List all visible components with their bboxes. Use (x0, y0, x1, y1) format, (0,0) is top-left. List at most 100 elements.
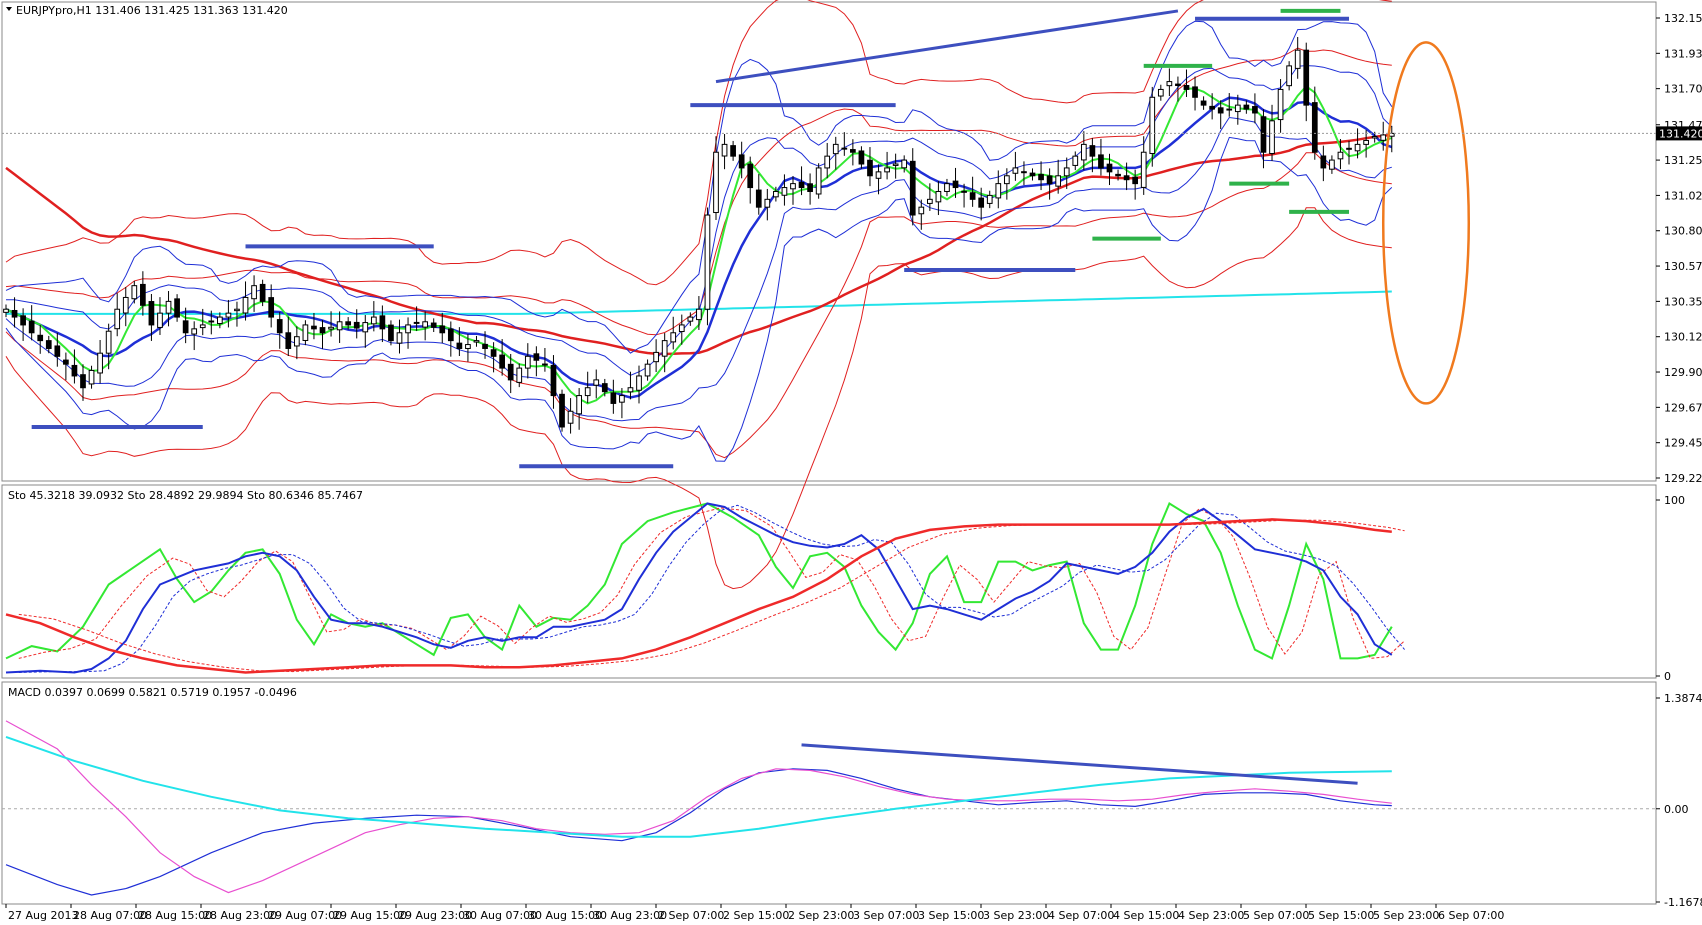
candle-body (259, 283, 266, 302)
candle-body (858, 150, 865, 165)
x-tick-label: 5 Sep 07:00 (1243, 909, 1309, 922)
candle-body (841, 147, 848, 150)
candle-body (1286, 65, 1292, 87)
candle-body (824, 155, 831, 169)
candle-body (396, 332, 403, 344)
candle-body (1294, 49, 1301, 69)
candle-body (276, 319, 283, 334)
candle-body (1200, 100, 1207, 106)
candle-body (174, 298, 180, 318)
stochastic-line (5, 518, 1392, 674)
candle-body (644, 363, 651, 377)
candle-body (379, 315, 386, 330)
candle-body (490, 349, 497, 357)
candle-body (45, 340, 52, 349)
candle-body (1175, 83, 1181, 87)
candle-body (1029, 172, 1036, 177)
candle-body (148, 301, 155, 326)
candle-body (1046, 175, 1053, 185)
candle-body (105, 330, 112, 354)
current-price-label: 131.420 (1659, 127, 1702, 140)
candle-body (217, 316, 223, 325)
candle-body (713, 151, 719, 214)
candle-body (550, 364, 557, 397)
macd-line (5, 735, 1392, 838)
x-tick-label: 4 Sep 15:00 (1113, 909, 1179, 922)
panel-dropdown-arrow-icon[interactable] (6, 7, 12, 11)
candle-body (353, 321, 360, 329)
band-red-line (5, 207, 1392, 590)
candle-body (764, 198, 771, 208)
y-tick-label: 129.450 (1664, 437, 1702, 450)
candle-body (1363, 139, 1369, 145)
y-tick-label: 130.125 (1664, 331, 1702, 344)
y-tick-label: 132.155 (1664, 12, 1702, 25)
candle-body (1123, 175, 1130, 181)
candle-body (114, 308, 121, 330)
candle-body (1311, 102, 1318, 153)
candle-body (619, 395, 625, 403)
stochastic-line (5, 502, 1393, 674)
candle-body (182, 320, 189, 334)
candle-body (3, 308, 9, 313)
candle-body (678, 324, 685, 333)
x-tick-label: 29 Aug 23:00 (398, 909, 472, 922)
x-tick-label: 5 Sep 15:00 (1308, 909, 1374, 922)
candle-body (790, 183, 796, 190)
x-tick-label: 3 Sep 23:00 (983, 909, 1049, 922)
candle-body (542, 363, 548, 366)
candle-body (1243, 104, 1250, 110)
y-tick-label: 100 (1664, 494, 1685, 507)
candle-body (88, 369, 95, 385)
macd-line (5, 768, 1392, 896)
candle-body (524, 355, 531, 369)
candle-body (285, 332, 292, 349)
y-tick-label: 130.350 (1664, 295, 1702, 308)
candle-body (422, 321, 429, 328)
candle-body (1303, 49, 1310, 106)
candle-body (850, 149, 856, 153)
candle-body (1157, 88, 1164, 97)
candle-body (944, 183, 950, 192)
candle-body (293, 336, 300, 347)
candle-body (995, 183, 1002, 199)
macd-panel-header: MACD 0.0397 0.0699 0.5821 0.5719 0.1957 … (8, 686, 297, 699)
candle-body (747, 163, 754, 189)
macd-panel-frame (1, 681, 1657, 905)
candle-body (730, 145, 736, 157)
x-tick-label: 29 Aug 07:00 (268, 909, 342, 922)
band-red-line (5, 152, 1392, 459)
candle-body (199, 324, 206, 329)
y-tick-label: 0 (1664, 670, 1671, 683)
main-panel-frame (1, 1, 1657, 482)
candle-body (71, 364, 78, 377)
candle-body (533, 353, 540, 361)
candle-body (1260, 116, 1267, 153)
x-tick-label: 5 Sep 23:00 (1373, 909, 1439, 922)
candle-body (122, 296, 129, 314)
candle-body (952, 180, 959, 189)
candle-body (131, 285, 138, 300)
highlight-ellipse (1381, 41, 1471, 405)
x-tick-label: 3 Sep 07:00 (853, 909, 919, 922)
candle-body (1021, 171, 1027, 174)
candle-body (345, 321, 352, 326)
candle-body (696, 308, 702, 321)
candle-body (225, 312, 232, 318)
candle-body (627, 387, 634, 393)
candle-body (935, 190, 942, 203)
stochastic-panel-header: Sto 45.3218 39.0932 Sto 28.4892 29.9894 … (8, 489, 363, 502)
candle-body (892, 163, 899, 166)
candle-body (140, 283, 146, 306)
candle-body (670, 332, 677, 343)
candle-body (875, 171, 882, 179)
candle-body (319, 327, 326, 334)
candle-body (576, 395, 582, 415)
candle-body (687, 316, 694, 322)
x-tick-label: 4 Sep 07:00 (1048, 909, 1114, 922)
candle-body (37, 334, 44, 342)
candle-body (80, 374, 86, 389)
candle-body (610, 392, 617, 404)
candle-body (28, 320, 35, 334)
